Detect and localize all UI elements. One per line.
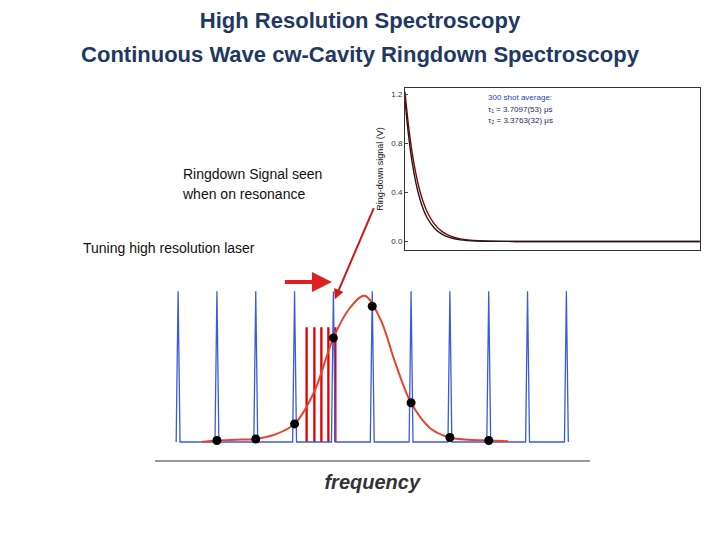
html-text:Tuning high resolution laser: Tuning high resolution laser <box>83 240 255 256</box>
svg-text:0.4: 0.4 <box>391 188 403 197</box>
svg-text:frequency: frequency <box>324 471 420 493</box>
svg-text:0.0: 0.0 <box>391 237 403 246</box>
svg-text:300 shot average:: 300 shot average: <box>488 93 552 102</box>
svg-text:0.8: 0.8 <box>391 139 403 148</box>
html-text:Continuous Wave cw-Cavity Ring: Continuous Wave cw-Cavity Ringdown Spect… <box>81 42 639 67</box>
svg-text:τ₁ = 3.7097(53) μs: τ₁ = 3.7097(53) μs <box>488 105 553 114</box>
svg-text:1.2: 1.2 <box>391 90 403 99</box>
html-text:High Resolution Spectroscopy: High Resolution Spectroscopy <box>199 8 521 33</box>
svg-text:Ring-down signal (V): Ring-down signal (V) <box>375 127 385 211</box>
svg-text:τ₂ = 3.3763(32) μs: τ₂ = 3.3763(32) μs <box>488 116 553 125</box>
html-text:Ringdown Signal seen when on r: Ringdown Signal seen when on resonance <box>183 166 323 202</box>
